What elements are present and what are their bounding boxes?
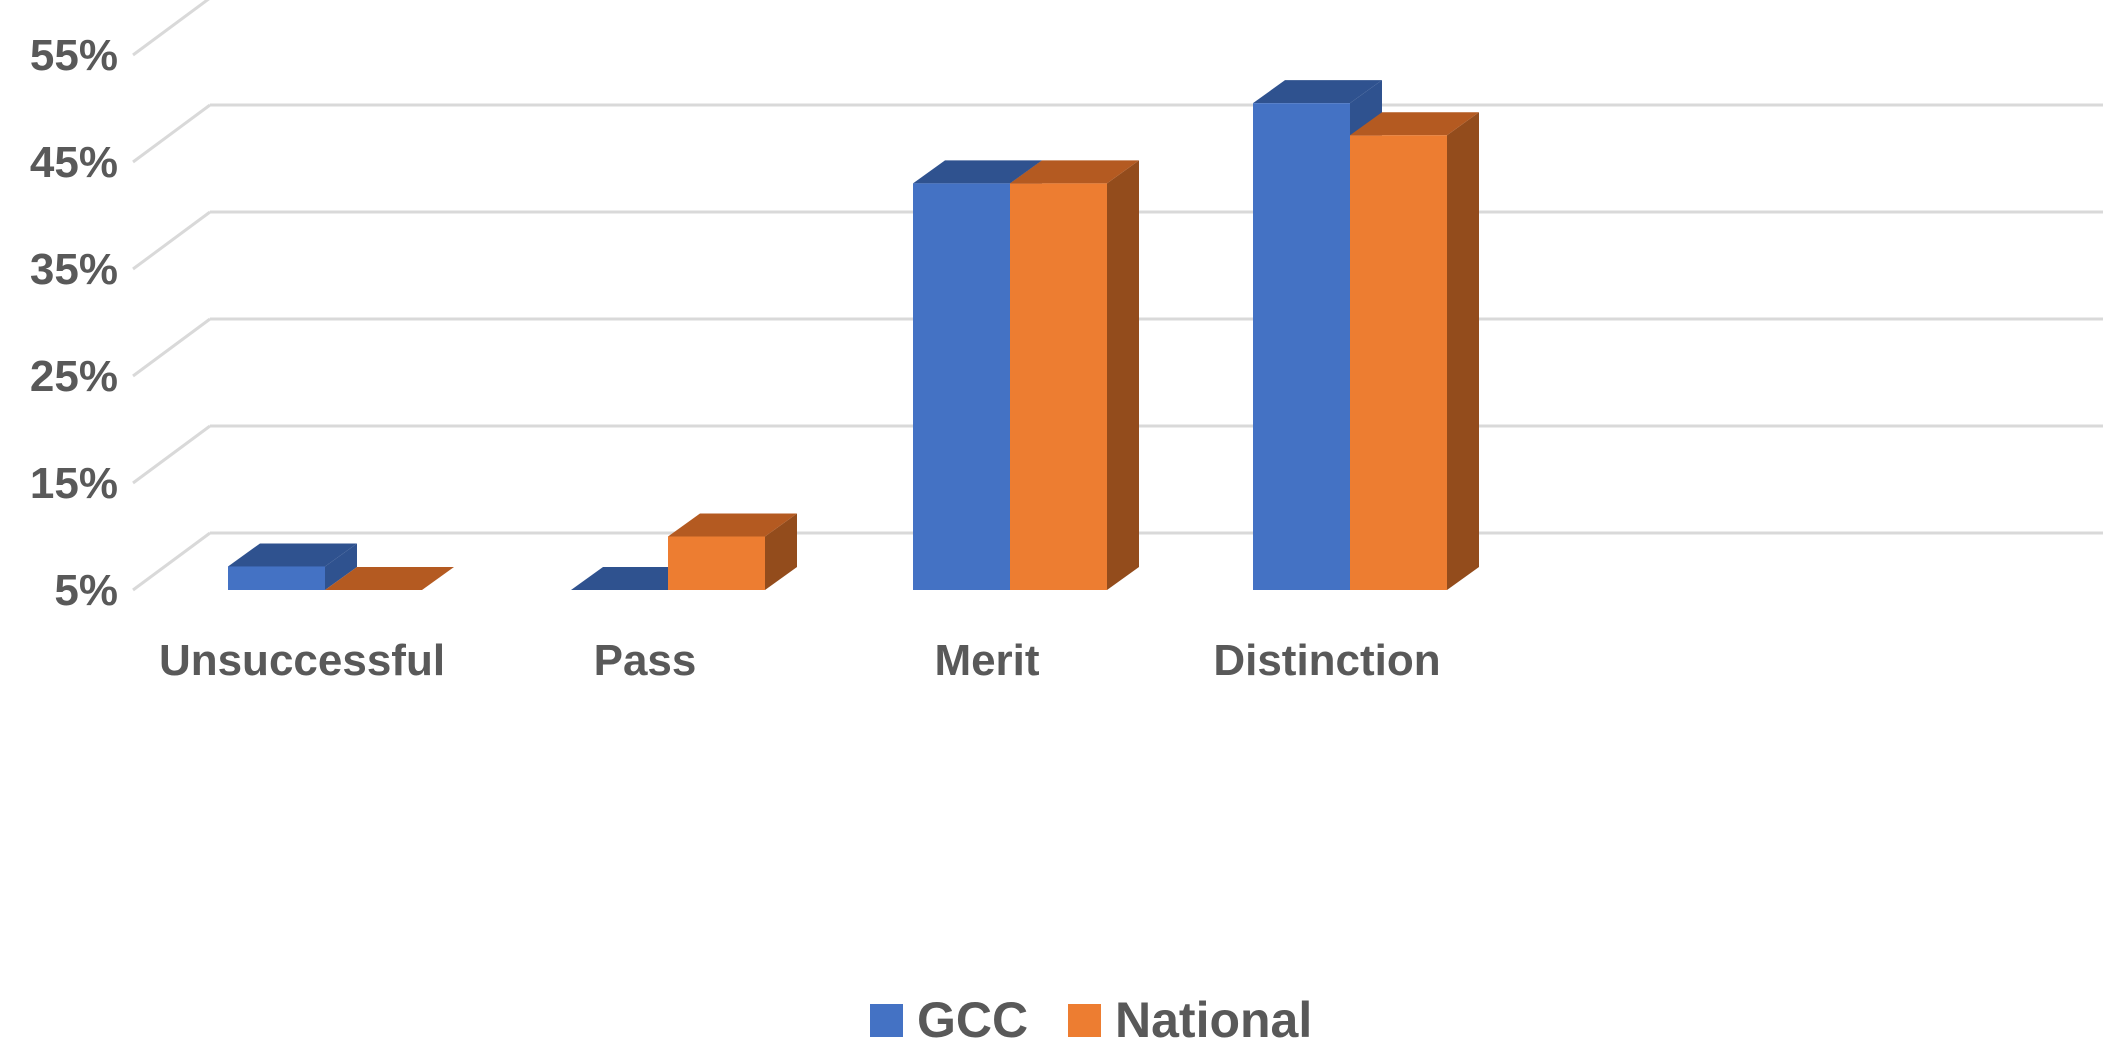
x-category-label: Distinction <box>1213 636 1440 685</box>
legend-label: National <box>1115 992 1312 1041</box>
legend-item-national[interactable]: National <box>1068 992 1312 1041</box>
bar-top <box>325 567 454 590</box>
y-tick-label: 55% <box>30 31 118 80</box>
x-category-label: Pass <box>594 636 697 685</box>
x-axis-categories: Unsuccessful Pass Merit Distinction <box>159 636 1441 685</box>
gridline-side <box>132 531 211 592</box>
bar-national-unsuccessful <box>325 567 454 590</box>
legend-label: GCC <box>917 992 1028 1041</box>
x-category-label: Unsuccessful <box>159 636 445 685</box>
bar-top <box>1350 112 1479 136</box>
y-tick-label: 5% <box>54 566 118 615</box>
legend-swatch <box>1068 1004 1101 1037</box>
bar-top <box>571 567 700 590</box>
bar-national-pass <box>668 513 797 590</box>
y-tick-label: 35% <box>30 245 118 294</box>
legend-item-gcc[interactable]: GCC <box>870 992 1028 1041</box>
bar-front <box>913 183 1010 590</box>
y-tick-label: 15% <box>30 459 118 508</box>
bar-side <box>1447 112 1479 590</box>
bar-top <box>668 513 797 537</box>
gridline-side <box>132 103 211 164</box>
bar-side <box>765 513 797 590</box>
gridline-side <box>132 0 210 57</box>
bar-top <box>1253 80 1382 104</box>
bar-front <box>1253 103 1350 591</box>
y-tick-label: 45% <box>30 138 118 187</box>
y-axis-ticks: 5% 15% 25% 35% 45% 55% <box>30 31 118 615</box>
legend-swatch <box>870 1004 903 1037</box>
bar-side <box>325 543 357 590</box>
bar-gcc-pass <box>571 567 700 590</box>
bar-national-merit <box>1010 160 1139 590</box>
bar-side <box>1107 160 1139 590</box>
x-category-label: Merit <box>934 636 1039 685</box>
y-tick-label: 25% <box>30 352 118 401</box>
bar-front <box>228 566 325 590</box>
bar-national-distinction <box>1350 112 1479 590</box>
bar-front <box>1350 135 1447 590</box>
bar-top <box>913 160 1042 184</box>
bar-top <box>1010 160 1139 184</box>
gridlines <box>132 0 2103 592</box>
bar-front <box>1010 183 1107 590</box>
gridline-side <box>132 210 211 271</box>
bar-front <box>668 536 765 590</box>
gridline-side <box>132 424 211 485</box>
bars <box>228 80 1479 591</box>
bar-top <box>228 543 357 567</box>
bar-gcc-unsuccessful <box>228 543 357 590</box>
gridline-side <box>132 317 211 378</box>
legend[interactable]: GCC National <box>870 992 1312 1041</box>
